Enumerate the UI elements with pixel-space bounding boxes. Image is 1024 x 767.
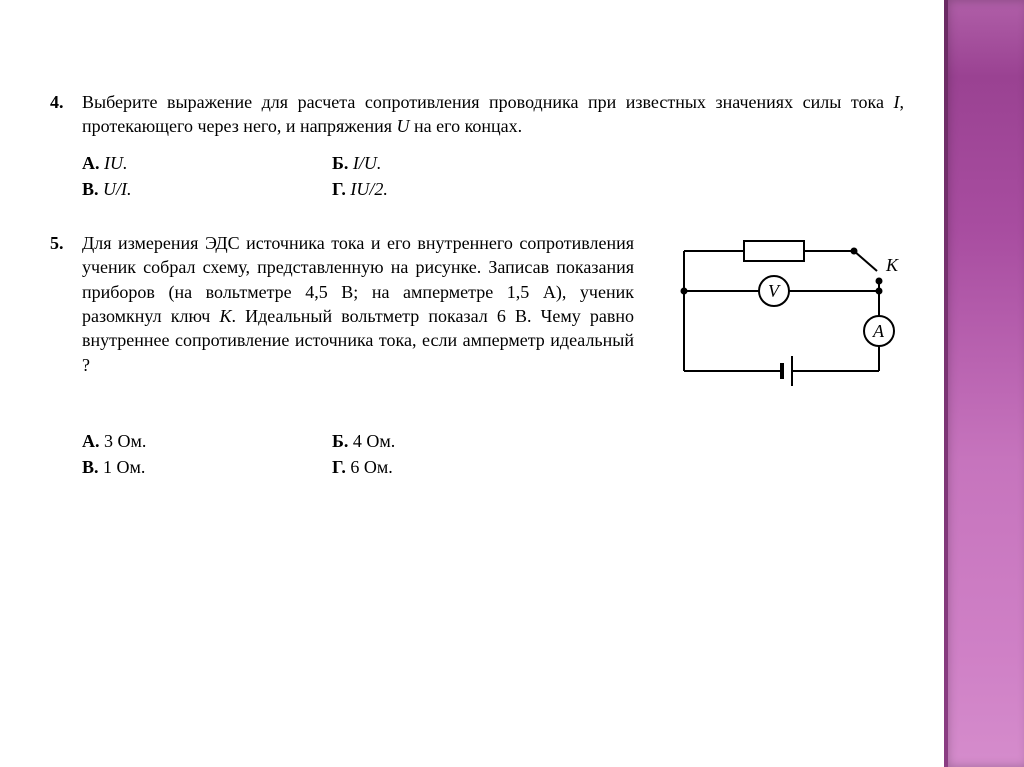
- question-text: Для измерения ЭДС источника тока и его в…: [82, 231, 634, 411]
- options-grid: А. 3 Ом. Б. 4 Ом. В. 1 Ом. Г. 6 Ом.: [82, 429, 904, 480]
- option-b: Б. 4 Ом.: [332, 429, 582, 453]
- question-4: 4. Выберите выражение для расчета сопрот…: [50, 90, 904, 201]
- option-a: А. 3 Ом.: [82, 429, 332, 453]
- option-label: Б.: [332, 431, 348, 451]
- question-body: Для измерения ЭДС источника тока и его в…: [82, 231, 904, 480]
- option-value: U/I.: [103, 179, 132, 199]
- option-value: IU/2.: [350, 179, 388, 199]
- option-label: Г.: [332, 179, 346, 199]
- circuit-svg: V A K: [664, 231, 904, 411]
- question-body: Выберите выражение для расчета сопротивл…: [82, 90, 904, 201]
- decorative-band: [944, 0, 1024, 767]
- option-value: 4 Ом.: [353, 431, 395, 451]
- question-number: 4.: [50, 90, 82, 201]
- slide: { "colors": { "text": "#000000", "backgr…: [0, 0, 1024, 767]
- option-a: А. IU.: [82, 151, 332, 175]
- options-grid: А. IU. Б. I/U. В. U/I. Г. IU/2.: [82, 151, 904, 202]
- question-5: 5. Для измерения ЭДС источника тока и ег…: [50, 231, 904, 480]
- option-label: А.: [82, 153, 100, 173]
- option-v: В. 1 Ом.: [82, 455, 332, 479]
- switch-label: K: [885, 255, 899, 275]
- circuit-diagram: V A K: [664, 231, 904, 411]
- option-value: 1 Ом.: [103, 457, 145, 477]
- option-label: В.: [82, 179, 99, 199]
- ammeter-label: A: [872, 321, 885, 341]
- option-b: Б. I/U.: [332, 151, 582, 175]
- question-text: Выберите выражение для расчета сопротивл…: [82, 90, 904, 139]
- option-label: А.: [82, 431, 100, 451]
- option-g: Г. IU/2.: [332, 177, 582, 201]
- option-label: Г.: [332, 457, 346, 477]
- option-value: IU.: [104, 153, 128, 173]
- option-g: Г. 6 Ом.: [332, 455, 582, 479]
- option-value: 3 Ом.: [104, 431, 146, 451]
- content-area: 4. Выберите выражение для расчета сопрот…: [50, 90, 904, 510]
- question5-row: Для измерения ЭДС источника тока и его в…: [82, 231, 904, 411]
- option-value: 6 Ом.: [350, 457, 392, 477]
- option-label: В.: [82, 457, 99, 477]
- option-label: Б.: [332, 153, 348, 173]
- option-value: I/U.: [353, 153, 382, 173]
- option-v: В. U/I.: [82, 177, 332, 201]
- question-number: 5.: [50, 231, 82, 480]
